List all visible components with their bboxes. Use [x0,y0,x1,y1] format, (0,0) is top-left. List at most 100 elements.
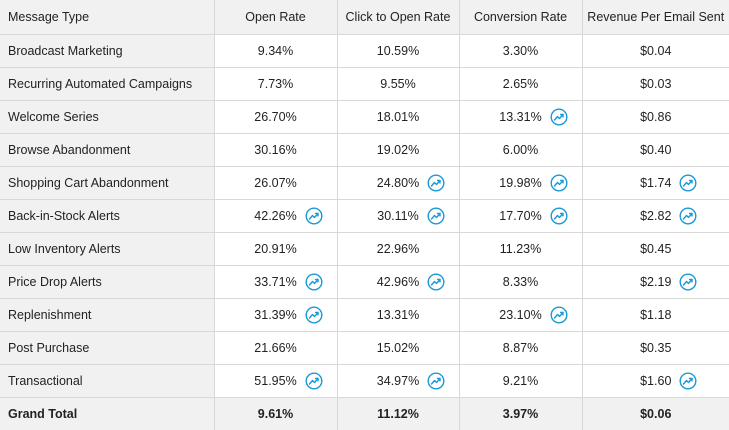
cell-value: 26.07% [254,176,296,190]
cell-click-to-open-rate: 13.31% [337,299,459,332]
cell-value: 8.87% [503,341,538,355]
header-message-type[interactable]: Message Type [0,0,214,35]
cell-conversion-rate: 8.87% [459,332,582,365]
header-conversion-rate[interactable]: Conversion Rate [459,0,582,35]
cell-value: 19.02% [377,143,419,157]
cell-value: $0.04 [640,44,671,58]
cell-value: $0.35 [640,341,671,355]
cell-value: $0.86 [640,110,671,124]
cell-click-to-open-rate: 10.59% [337,35,459,68]
trending-up-icon [305,273,323,291]
table-row[interactable]: Browse Abandonment 30.16% 19.02% 6.00% $0.40 [0,134,729,167]
cell-value: 51.95% [254,374,296,388]
cell-value: 9.21% [503,374,538,388]
row-label: Browse Abandonment [0,134,214,167]
cell-value: 23.10% [499,308,541,322]
cell-click-to-open-rate: 34.97% [337,365,459,398]
cell-revenue-per-email: $0.03 [582,68,729,101]
row-label: Recurring Automated Campaigns [0,68,214,101]
cell-revenue-per-email: $0.45 [582,233,729,266]
cell-open-rate: 9.34% [214,35,337,68]
cell-conversion-rate: 17.70% [459,200,582,233]
row-label: Welcome Series [0,101,214,134]
cell-open-rate: 7.73% [214,68,337,101]
cell-open-rate: 26.70% [214,101,337,134]
row-label: Back-in-Stock Alerts [0,200,214,233]
cell-click-to-open-rate: 24.80% [337,167,459,200]
trending-up-icon [550,174,568,192]
cell-value: $0.03 [640,77,671,91]
trending-up-icon [305,207,323,225]
cell-revenue-per-email: $2.19 [582,266,729,299]
cell-conversion-rate: 13.31% [459,101,582,134]
header-click-to-open-rate[interactable]: Click to Open Rate [337,0,459,35]
cell-revenue-per-email: $0.04 [582,35,729,68]
cell-value: 3.30% [503,44,538,58]
cell-revenue-per-email: $1.18 [582,299,729,332]
cell-conversion-rate: 11.23% [459,233,582,266]
trending-up-icon [679,372,697,390]
cell-open-rate: 51.95% [214,365,337,398]
cell-value: 20.91% [254,242,296,256]
cell-value: 19.98% [499,176,541,190]
header-revenue-per-email[interactable]: Revenue Per Email Sent [582,0,729,35]
trending-up-icon [305,372,323,390]
cell-open-rate: 21.66% [214,332,337,365]
cell-value: 6.00% [503,143,538,157]
cell-click-to-open-rate: 19.02% [337,134,459,167]
cell-value: $1.74 [640,176,671,190]
cell-value: 9.34% [258,44,293,58]
cell-revenue-per-email: $2.82 [582,200,729,233]
row-label: Price Drop Alerts [0,266,214,299]
row-label: Shopping Cart Abandonment [0,167,214,200]
trending-up-icon [550,108,568,126]
cell-value: 13.31% [377,308,419,322]
table-row[interactable]: Shopping Cart Abandonment 26.07% 24.80% 19.… [0,167,729,200]
cell-value: 15.02% [377,341,419,355]
trending-up-icon [679,273,697,291]
total-conversion-rate: 3.97% [459,398,582,430]
cell-conversion-rate: 8.33% [459,266,582,299]
cell-value: $0.45 [640,242,671,256]
cell-conversion-rate: 19.98% [459,167,582,200]
cell-value: 30.11% [377,209,418,223]
cell-open-rate: 30.16% [214,134,337,167]
trending-up-icon [550,306,568,324]
cell-value: 22.96% [377,242,419,256]
cell-revenue-per-email: $1.74 [582,167,729,200]
row-label: Replenishment [0,299,214,332]
trending-up-icon [427,174,445,192]
table-row[interactable]: Welcome Series 26.70% 18.01%13.31% $0.86 [0,101,729,134]
header-open-rate[interactable]: Open Rate [214,0,337,35]
cell-value: 24.80% [377,176,419,190]
cell-click-to-open-rate: 18.01% [337,101,459,134]
cell-revenue-per-email: $1.60 [582,365,729,398]
cell-value: 31.39% [254,308,296,322]
cell-open-rate: 31.39% [214,299,337,332]
cell-click-to-open-rate: 9.55% [337,68,459,101]
cell-value: 30.16% [254,143,296,157]
table-row[interactable]: Replenishment 31.39% 13.31% 23.10% $1.18 [0,299,729,332]
cell-value: 9.55% [380,77,415,91]
cell-value: $2.19 [640,275,671,289]
cell-conversion-rate: 6.00% [459,134,582,167]
cell-value: 11.23% [500,242,541,256]
cell-value: 42.96% [377,275,419,289]
cell-open-rate: 42.26% [214,200,337,233]
cell-click-to-open-rate: 22.96% [337,233,459,266]
cell-revenue-per-email: $0.86 [582,101,729,134]
cell-value: 26.70% [254,110,296,124]
cell-revenue-per-email: $0.40 [582,134,729,167]
row-label: Post Purchase [0,332,214,365]
total-revenue-per-email: $0.06 [582,398,729,430]
cell-conversion-rate: 9.21% [459,365,582,398]
